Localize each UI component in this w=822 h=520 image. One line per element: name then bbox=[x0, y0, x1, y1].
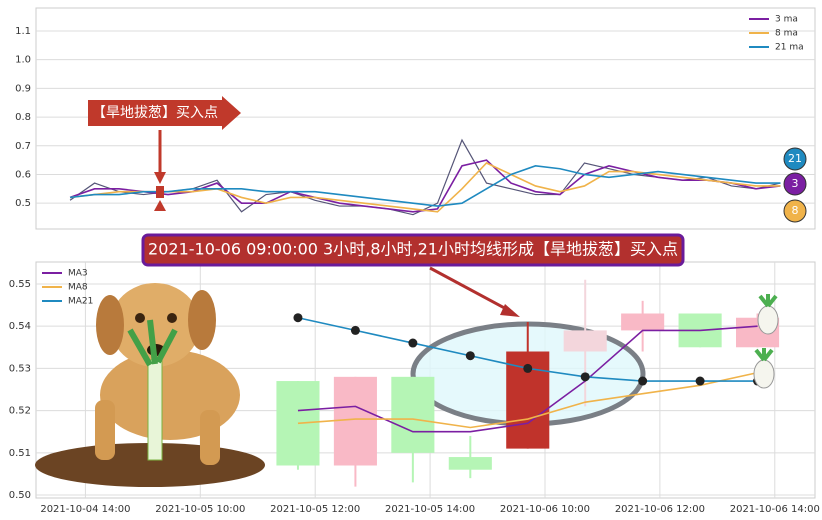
legend-label: 21 ma bbox=[775, 43, 804, 53]
x-tick-label: 2021-10-06 10:00 bbox=[500, 504, 590, 515]
banner-arrow bbox=[429, 266, 513, 314]
ma-line bbox=[69, 165, 781, 207]
y-tick-label: 1.0 bbox=[15, 55, 31, 66]
dog-eye bbox=[135, 313, 145, 323]
dog-ear bbox=[96, 295, 124, 355]
candle-body bbox=[621, 313, 665, 331]
legend-label: MA3 bbox=[68, 269, 88, 279]
ma-point bbox=[523, 363, 533, 373]
top-layer bbox=[36, 30, 815, 216]
legend-label: 3 ma bbox=[775, 15, 798, 25]
dog-leg bbox=[200, 410, 220, 465]
banner-arrowhead bbox=[500, 304, 520, 317]
y-tick-label: 0.9 bbox=[15, 83, 31, 94]
dog-illustration bbox=[35, 283, 265, 487]
y-tick-label: 0.50 bbox=[9, 490, 31, 501]
scallion bbox=[147, 359, 163, 461]
ma-line bbox=[297, 325, 758, 433]
radish-icons bbox=[753, 294, 779, 389]
y-tick-label: 0.54 bbox=[9, 321, 31, 332]
legend-label: MA21 bbox=[68, 297, 93, 307]
y-tick-label: 1.1 bbox=[15, 26, 31, 37]
ma-badge bbox=[783, 172, 807, 196]
ma-point bbox=[695, 376, 705, 386]
radish-leaves bbox=[758, 294, 778, 308]
candle-body bbox=[333, 376, 377, 466]
annotation-arrowhead bbox=[154, 172, 166, 184]
radish-leaves bbox=[754, 348, 774, 362]
dog-leg bbox=[95, 400, 115, 460]
dog-ear bbox=[188, 290, 216, 350]
ma-point bbox=[293, 313, 303, 323]
x-tick-label: 2021-10-05 14:00 bbox=[385, 504, 475, 515]
ma-line bbox=[69, 162, 781, 213]
top-annotation: 【旱地拔葱】买入点 bbox=[88, 96, 241, 211]
y-tick-label: 0.8 bbox=[15, 112, 31, 123]
candle-body bbox=[391, 376, 435, 453]
ma-line bbox=[297, 371, 758, 429]
x-tick-label: 2021-10-04 14:00 bbox=[40, 504, 130, 515]
banner-box bbox=[141, 233, 685, 267]
y-tick-label: 0.55 bbox=[9, 279, 31, 290]
y-tick-label: 0.51 bbox=[9, 448, 31, 459]
x-tick-label: 2021-10-05 10:00 bbox=[155, 504, 245, 515]
y-tick-label: 0.7 bbox=[15, 141, 31, 152]
ma-badge-label: 21 bbox=[788, 152, 802, 165]
y-tick-label: 0.53 bbox=[9, 363, 31, 374]
legend-label: 8 ma bbox=[775, 29, 798, 39]
bottom-layer bbox=[36, 262, 815, 498]
candle-body bbox=[448, 457, 492, 470]
ma-point bbox=[350, 325, 360, 335]
ma-badge bbox=[783, 147, 807, 171]
ma-badge bbox=[783, 199, 807, 223]
dog-eye bbox=[167, 313, 177, 323]
y-tick-label: 0.5 bbox=[15, 198, 31, 209]
banner: 2021-10-06 09:00:00 3小时,8小时,21小时均线形成【旱地拔… bbox=[141, 233, 685, 317]
x-tick-label: 2021-10-06 14:00 bbox=[730, 504, 820, 515]
radish bbox=[753, 359, 775, 389]
signal-marker bbox=[154, 200, 166, 211]
x-tick-label: 2021-10-06 12:00 bbox=[615, 504, 705, 515]
banner-text: 2021-10-06 09:00:00 3小时,8小时,21小时均线形成【旱地拔… bbox=[148, 240, 678, 259]
dog-head bbox=[110, 283, 200, 367]
legend-label: MA8 bbox=[68, 283, 88, 293]
ma-badge-label: 8 bbox=[792, 204, 799, 217]
ma-badge-label: 3 bbox=[792, 177, 799, 190]
annotation-text: 【旱地拔葱】买入点 bbox=[92, 105, 218, 121]
y-tick-label: 0.6 bbox=[15, 169, 31, 180]
ma-point bbox=[638, 376, 648, 386]
annotation-box bbox=[88, 96, 241, 130]
scallion-leaves bbox=[127, 319, 178, 367]
ma-point bbox=[408, 338, 418, 348]
y-tick-label: 0.52 bbox=[9, 406, 31, 417]
radish bbox=[757, 305, 779, 335]
signal-marker bbox=[156, 186, 164, 198]
ma-point bbox=[580, 372, 590, 382]
ma-point bbox=[465, 351, 475, 361]
x-tick-label: 2021-10-05 12:00 bbox=[270, 504, 360, 515]
candle-body bbox=[563, 330, 607, 352]
